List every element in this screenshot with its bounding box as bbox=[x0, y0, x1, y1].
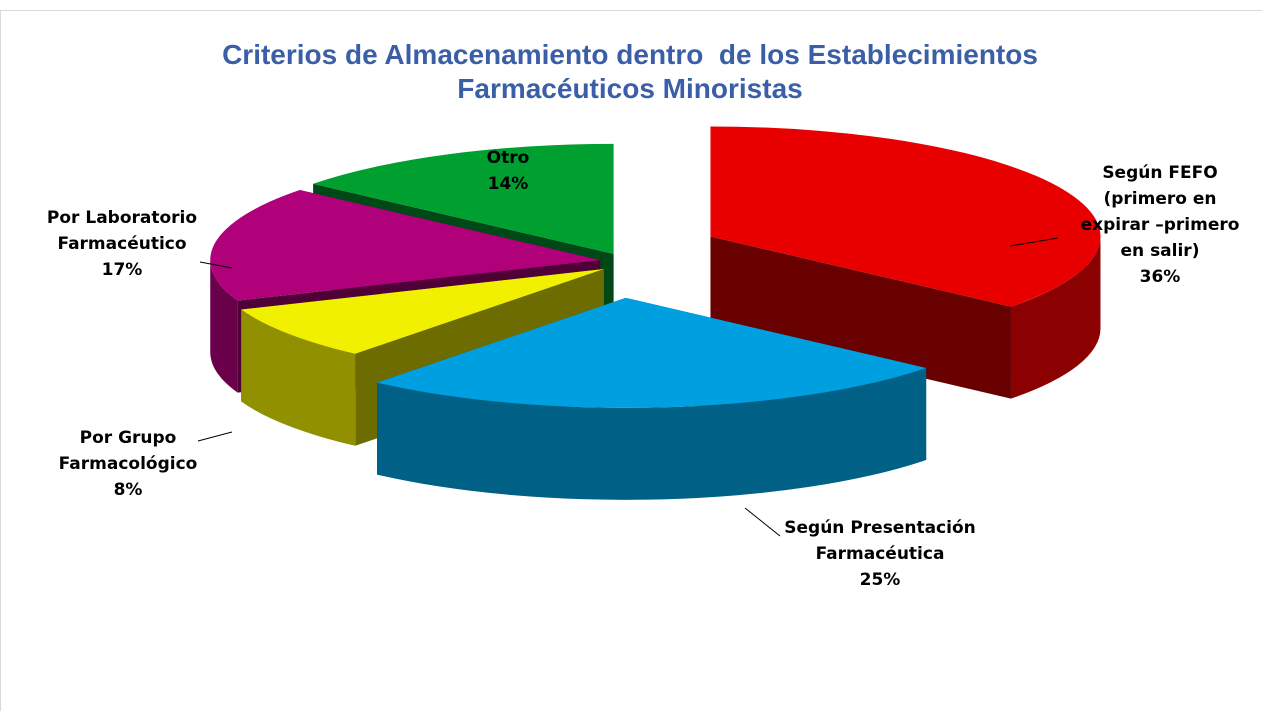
leader-line bbox=[199, 261, 233, 269]
label-name: Según FEFO (primero en expirar –primero … bbox=[1080, 163, 1240, 261]
slice-side bbox=[710, 236, 1011, 399]
label-name: Por Laboratorio Farmacéutico bbox=[46, 208, 198, 254]
slice bbox=[210, 190, 601, 301]
slice bbox=[241, 269, 604, 354]
data-label: Por Grupo Farmacológico 8% bbox=[33, 425, 223, 503]
data-label: Según Presentación Farmacéutica 25% bbox=[765, 515, 995, 593]
label-name: Por Grupo Farmacológico bbox=[58, 428, 198, 474]
leader-line bbox=[1009, 237, 1059, 247]
leader-line bbox=[744, 507, 781, 537]
slice-wall bbox=[241, 309, 356, 446]
label-value: 14% bbox=[487, 174, 529, 194]
border bbox=[0, 10, 1262, 711]
data-label: Por Laboratorio Farmacéutico 17% bbox=[22, 205, 222, 283]
slice bbox=[377, 297, 927, 408]
label-value: 36% bbox=[1139, 267, 1181, 287]
data-label: Otro 14% bbox=[448, 145, 568, 197]
label-value: 25% bbox=[859, 570, 901, 590]
slice bbox=[313, 143, 614, 254]
leader-line bbox=[197, 431, 233, 442]
label-value: 17% bbox=[101, 260, 143, 280]
data-label: Según FEFO (primero en expirar –primero … bbox=[1070, 160, 1250, 290]
label-value: 8% bbox=[113, 480, 143, 500]
label-name: Según Presentación Farmacéutica bbox=[784, 518, 976, 564]
label-name: Otro bbox=[486, 148, 530, 168]
slice-wall bbox=[1010, 236, 1101, 399]
slice-wall bbox=[210, 260, 238, 393]
slice-wall bbox=[377, 367, 927, 500]
slice bbox=[710, 126, 1101, 307]
chart-title: Criterios de Almacenamiento dentro de lo… bbox=[222, 39, 1046, 104]
